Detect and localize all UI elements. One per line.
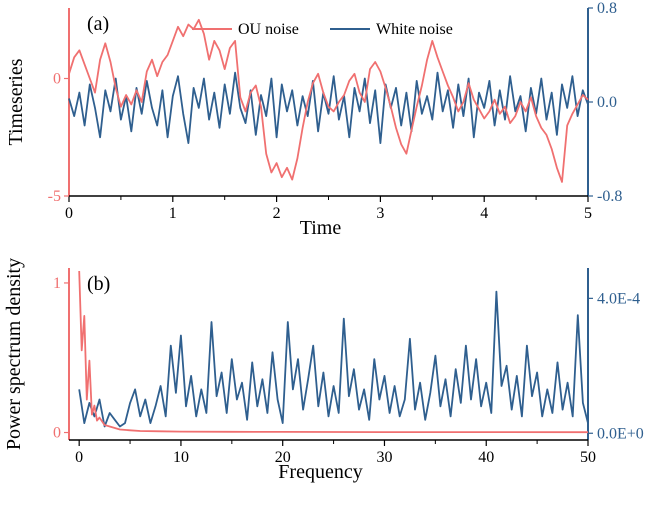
b-series-white-noise-line <box>78 290 589 428</box>
a-x-tick-label: 1 <box>169 205 177 222</box>
b-x-tick-label: 20 <box>275 449 291 466</box>
b-y-left-tick-label: 0 <box>53 425 61 442</box>
panel-b-power-spectrum: 0 10 20 30 40 50 0 1 0.0E+0 4.0E-4 (b) Frequency Pow… <box>3 258 644 483</box>
a-y-left-tick-label: 0 <box>53 71 61 88</box>
b-x-tick-label: 30 <box>376 449 392 466</box>
b-y-axis-label: Power spectrum density <box>3 258 25 450</box>
a-y-right-tick-label: 0.8 <box>597 0 617 17</box>
a-x-tick-label: 3 <box>376 205 384 222</box>
a-series-white-noise-line <box>68 71 589 145</box>
a-series-ou-noise-line <box>68 18 589 183</box>
b-y-right-tick-label: 4.0E-4 <box>597 290 640 307</box>
a-x-tick-label: 4 <box>480 205 488 222</box>
b-x-tick-label: 0 <box>75 449 83 466</box>
a-legend: OU noise White noise <box>192 21 453 38</box>
a-y-right-tick-label: 0.0 <box>597 94 617 111</box>
a-x-tick-label: 0 <box>65 205 73 222</box>
b-y-right-tick-label: 0.0E+0 <box>597 425 644 442</box>
b-x-tick-label: 50 <box>580 449 596 466</box>
b-x-axis-label: Frequency <box>278 461 362 483</box>
a-x-tick-label: 5 <box>584 205 592 222</box>
a-y-right-tick-label: -0.8 <box>597 188 622 205</box>
b-series-ou-noise-line <box>78 270 589 434</box>
b-panel-label: (b) <box>87 273 110 295</box>
b-x-tick-label: 10 <box>173 449 189 466</box>
a-panel-label: (a) <box>87 13 109 35</box>
a-x-tick-label: 2 <box>273 205 281 222</box>
b-y-left-tick-label: 1 <box>53 275 61 292</box>
legend-label-ou-noise: OU noise <box>238 21 299 38</box>
b-x-tick-label: 40 <box>478 449 494 466</box>
a-x-axis-label: Time <box>300 217 342 239</box>
a-y-left-tick-label: -5 <box>48 188 61 205</box>
a-y-axis-label: Timeseries <box>5 58 27 145</box>
legend-label-white-noise: White noise <box>376 21 453 38</box>
